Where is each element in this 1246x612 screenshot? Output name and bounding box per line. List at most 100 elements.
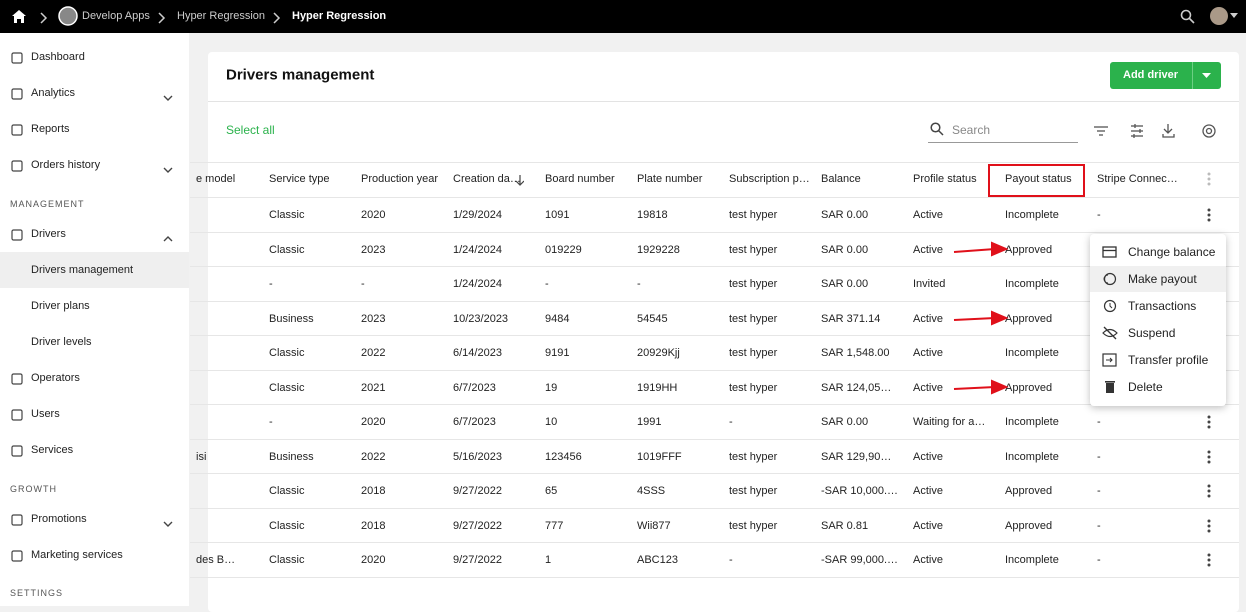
table-cell: Classic <box>269 519 305 532</box>
context-menu: Change balance Make payout Transactions Sus… <box>1090 234 1226 406</box>
table-cell: 2020 <box>361 554 386 566</box>
table-cell: test hyper <box>729 519 778 532</box>
table-cell: - <box>1097 416 1101 428</box>
table-cell: Waiting for a… <box>913 416 986 428</box>
table-cell: SAR 0.00 <box>821 416 869 428</box>
top-bar: Develop Apps Hyper Regression Hyper Regres… <box>0 0 1246 33</box>
column-header[interactable]: Production year <box>361 173 439 185</box>
table-cell: 1/24/2024 <box>453 278 502 290</box>
column-header[interactable]: Subscription p… <box>729 173 810 185</box>
table-cell: 1091 <box>545 209 570 221</box>
dropdown-arrow[interactable] <box>1202 73 1211 79</box>
add-driver-button[interactable]: Add driver <box>1110 62 1221 89</box>
column-header[interactable]: Board number <box>545 173 615 185</box>
nav-item[interactable]: Analytics <box>31 87 76 99</box>
column-header[interactable]: Stripe Connec… <box>1097 173 1178 185</box>
table-cell: 2020 <box>361 209 386 221</box>
user-avatar[interactable] <box>1209 6 1229 26</box>
table-cell: SAR 124,05… <box>821 381 892 394</box>
nav-item[interactable]: Users <box>31 408 60 420</box>
add-driver-label[interactable]: Add driver <box>1123 69 1179 81</box>
nav-item[interactable]: Dashboard <box>31 51 85 63</box>
table-cell: 19818 <box>637 209 668 221</box>
nav-icon <box>11 123 23 136</box>
menu-item[interactable]: Transactions <box>1128 299 1197 313</box>
toolbar-icons[interactable] <box>1093 123 1223 139</box>
table-cell: SAR 0.00 <box>821 209 869 221</box>
nav-item[interactable]: Marketing services <box>31 549 123 561</box>
nav-item[interactable]: Drivers <box>31 228 66 240</box>
nav-item[interactable]: Reports <box>31 123 70 135</box>
nav-item[interactable]: Drivers management <box>31 264 134 276</box>
table-cell: 9484 <box>545 312 570 325</box>
column-header[interactable]: Plate number <box>637 173 703 185</box>
table-cell: 65 <box>545 485 558 497</box>
select-all[interactable]: Select all <box>226 123 275 137</box>
table-cell: 4SSS <box>637 485 666 497</box>
row-menu-button <box>1206 415 1212 429</box>
table-cell: 9191 <box>545 347 570 359</box>
table-cell: Incomplete <box>1005 347 1059 359</box>
table-cell: Approved <box>1005 243 1053 256</box>
card-title: Drivers management <box>226 66 375 84</box>
menu-icon <box>1102 272 1118 286</box>
search-icon[interactable] <box>1180 9 1195 24</box>
table-cell: isi <box>196 450 207 463</box>
table-cell: SAR 0.00 <box>821 243 869 256</box>
table-cell: 6/14/2023 <box>453 347 502 359</box>
menu-icon <box>1102 299 1118 313</box>
table-cell: 2018 <box>361 485 386 497</box>
breadcrumb[interactable]: Hyper Regression <box>177 10 266 22</box>
column-header[interactable]: Balance <box>821 173 861 185</box>
search-placeholder[interactable]: Search <box>952 123 991 137</box>
breadcrumb-separator <box>40 11 48 24</box>
column-header[interactable]: Service type <box>269 173 330 185</box>
table-cell: - <box>1097 519 1101 532</box>
table-cell: Classic <box>269 554 305 566</box>
table-cell: test hyper <box>729 347 778 359</box>
table-cell: Incomplete <box>1005 554 1059 566</box>
row-divider <box>190 438 1239 440</box>
home-icon[interactable] <box>11 9 27 24</box>
table-cell: Incomplete <box>1005 450 1059 463</box>
menu-item[interactable]: Make payout <box>1128 272 1197 286</box>
nav-item[interactable]: Driver plans <box>31 300 90 312</box>
row-divider <box>190 266 1239 267</box>
nav-item[interactable]: Orders history <box>31 159 101 171</box>
table: e model Service type Production year Creati… <box>190 0 1239 606</box>
breadcrumb[interactable]: Develop Apps <box>82 10 150 22</box>
breadcrumb-separator <box>158 11 166 24</box>
sidebar: Dashboard Analytics Reports Orders history M… <box>0 33 189 606</box>
menu-item[interactable]: Delete <box>1128 380 1163 394</box>
nav-item[interactable]: Services <box>31 444 74 456</box>
table-cell: - <box>1097 485 1101 497</box>
column-header[interactable]: Creation da… <box>453 173 521 185</box>
search-field[interactable]: Search <box>928 117 1078 143</box>
row-divider <box>190 300 1239 302</box>
column-header[interactable]: e model <box>196 173 236 185</box>
table-cell: 1/29/2024 <box>453 209 502 221</box>
table-cell: ABC123 <box>637 554 678 566</box>
nav-item[interactable]: Operators <box>31 372 80 384</box>
breadcrumb[interactable]: Hyper Regression <box>292 10 387 22</box>
row-divider <box>190 577 1239 578</box>
table-cell: - <box>729 416 733 428</box>
row-menu-button <box>1206 519 1212 533</box>
column-header[interactable]: Payout status <box>1005 173 1072 185</box>
active-item-bg <box>0 252 189 288</box>
nav-item[interactable]: Driver levels <box>31 336 92 348</box>
menu-icon <box>1102 245 1118 259</box>
menu-item[interactable]: Suspend <box>1128 326 1176 340</box>
menu-item[interactable]: Change balance <box>1128 245 1216 259</box>
table-cell: 20929Kjj <box>637 347 680 359</box>
nav-icon <box>11 51 23 64</box>
nav-item[interactable]: Promotions <box>31 513 87 525</box>
table-cell: Classic <box>269 381 305 394</box>
menu-item[interactable]: Transfer profile <box>1128 353 1209 367</box>
table-cell: Active <box>913 485 943 497</box>
table-cell: SAR 371.14 <box>821 312 881 325</box>
user-chevron <box>1230 13 1238 18</box>
column-header[interactable]: Profile status <box>913 173 977 185</box>
table-cell: Incomplete <box>1005 416 1059 428</box>
row-divider <box>190 507 1239 509</box>
